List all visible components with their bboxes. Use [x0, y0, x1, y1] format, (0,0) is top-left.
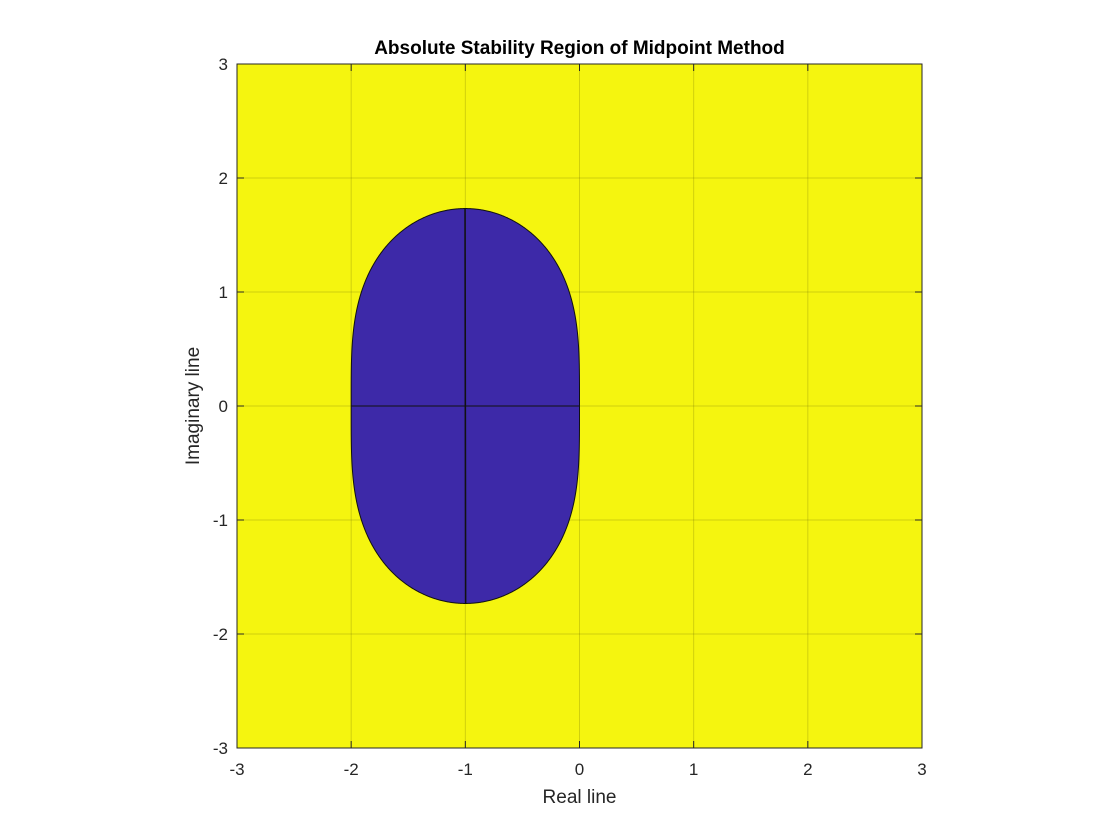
x-tick-label: -2 [344, 760, 359, 779]
x-tick-label: 1 [689, 760, 698, 779]
axis-ticks [236, 63, 923, 749]
tick-labels: -3 -2 -1 0 1 2 3 -3 -2 -1 0 1 2 3 [213, 55, 927, 779]
y-tick-label: 2 [219, 169, 228, 188]
y-tick-label: -3 [213, 739, 228, 758]
y-tick-label: -1 [213, 511, 228, 530]
y-tick-label: 3 [219, 55, 228, 74]
y-tick-label: 0 [219, 397, 228, 416]
x-tick-label: -1 [458, 760, 473, 779]
x-tick-label: 2 [803, 760, 812, 779]
x-tick-label: -3 [229, 760, 244, 779]
chart-title: Absolute Stability Region of Midpoint Me… [374, 38, 785, 59]
y-tick-label: -2 [213, 625, 228, 644]
y-tick-label: 1 [219, 283, 228, 302]
x-axis-label: Real line [543, 787, 617, 808]
x-tick-label: 3 [917, 760, 926, 779]
y-axis-label: Imaginary line [183, 347, 204, 465]
stability-region [350, 208, 580, 604]
x-tick-label: 0 [575, 760, 584, 779]
